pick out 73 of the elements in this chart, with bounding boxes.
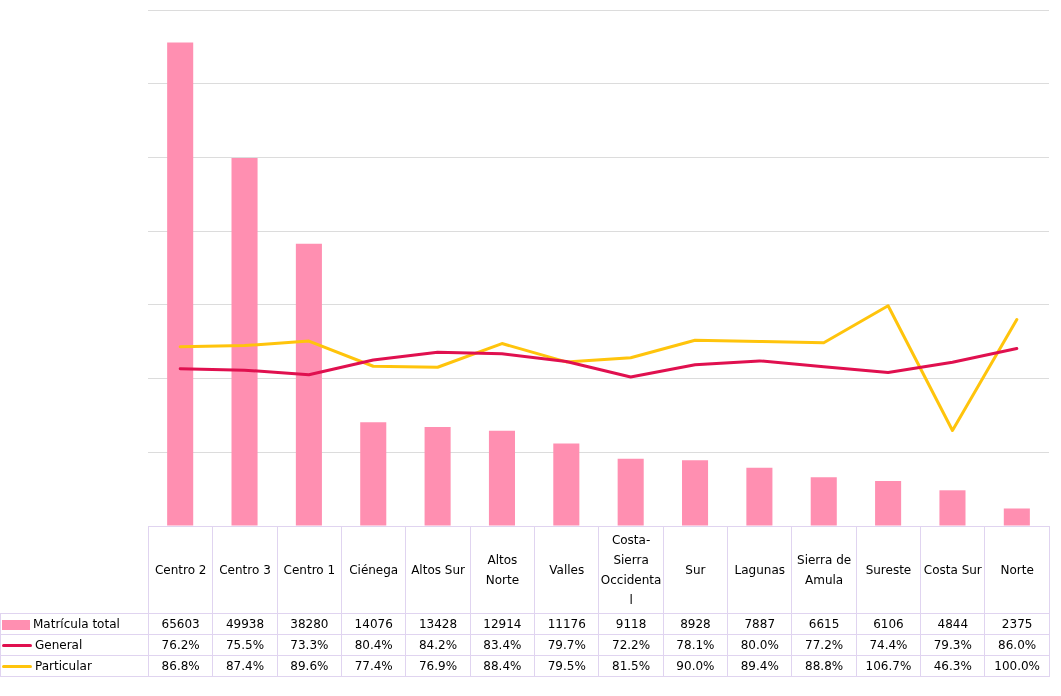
data-label: 77.4%	[341, 655, 406, 677]
data-label: 79.3%	[920, 634, 985, 656]
data-label: 72.2%	[598, 634, 664, 656]
data-label: 77.2%	[791, 634, 857, 656]
x-tick-label: Centro 2	[148, 526, 213, 614]
data-label: 7887	[727, 613, 792, 635]
data-label: 76.9%	[405, 655, 471, 677]
data-label: 87.4%	[212, 655, 278, 677]
data-label: 46.3%	[920, 655, 985, 677]
data-label: 75.5%	[212, 634, 278, 656]
bar	[295, 243, 322, 526]
x-tick-label: Altos Sur	[405, 526, 471, 614]
x-tick-label: Norte	[984, 526, 1050, 614]
bar	[682, 460, 709, 526]
data-label: 38280	[277, 613, 342, 635]
data-label: 84.2%	[405, 634, 471, 656]
x-tick-label: Ciénega	[341, 526, 406, 614]
data-label: 79.5%	[534, 655, 599, 677]
data-label: 13428	[405, 613, 471, 635]
data-label: 76.2%	[148, 634, 213, 656]
x-tick-label: Centro 3	[212, 526, 278, 614]
data-label: 6615	[791, 613, 857, 635]
bar	[617, 458, 644, 526]
data-label: 90.0%	[663, 655, 728, 677]
bar	[424, 427, 451, 526]
data-label: 106.7%	[856, 655, 921, 677]
data-label: 88.8%	[791, 655, 857, 677]
bar	[488, 430, 515, 526]
bar	[939, 490, 966, 526]
bar	[360, 422, 387, 526]
data-label: 6106	[856, 613, 921, 635]
data-label: 79.7%	[534, 634, 599, 656]
bar	[167, 42, 194, 526]
x-tick-label: Centro 1	[277, 526, 342, 614]
data-label: 65603	[148, 613, 213, 635]
data-label: 86.8%	[148, 655, 213, 677]
legend-label: Matrícula total	[33, 617, 120, 631]
x-tick-label: Lagunas	[727, 526, 792, 614]
bar	[810, 477, 837, 526]
x-tick-label: Costa-Sierra Occidental	[598, 526, 664, 614]
bar	[1003, 508, 1030, 526]
data-label: 11176	[534, 613, 599, 635]
data-label: 8928	[663, 613, 728, 635]
legend-label: Particular	[35, 659, 92, 673]
data-label: 81.5%	[598, 655, 664, 677]
bar	[553, 443, 580, 526]
x-tick-label: Costa Sur	[920, 526, 985, 614]
data-label: 14076	[341, 613, 406, 635]
data-label: 80.4%	[341, 634, 406, 656]
data-label: 49938	[212, 613, 278, 635]
data-label: 80.0%	[727, 634, 792, 656]
x-tick-label: Sur	[663, 526, 728, 614]
bar	[746, 467, 773, 526]
x-tick-label: Altos Norte	[470, 526, 535, 614]
data-label: 9118	[598, 613, 664, 635]
data-label: 83.4%	[470, 634, 535, 656]
x-tick-label: Valles	[534, 526, 599, 614]
data-label: 89.6%	[277, 655, 342, 677]
legend-label: General	[35, 638, 83, 652]
data-label: 2375	[984, 613, 1050, 635]
bar	[231, 157, 258, 526]
data-label: 100.0%	[984, 655, 1050, 677]
data-label: 73.3%	[277, 634, 342, 656]
data-label: 89.4%	[727, 655, 792, 677]
data-label: 86.0%	[984, 634, 1050, 656]
data-label: 4844	[920, 613, 985, 635]
x-tick-label: Sierra de Amula	[791, 526, 857, 614]
x-tick-label: Sureste	[856, 526, 921, 614]
data-label: 12914	[470, 613, 535, 635]
data-label: 78.1%	[663, 634, 728, 656]
data-label: 88.4%	[470, 655, 535, 677]
bar	[875, 480, 902, 526]
data-label: 74.4%	[856, 634, 921, 656]
